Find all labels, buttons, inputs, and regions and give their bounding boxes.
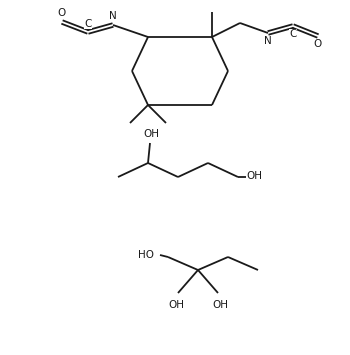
Text: OH: OH: [168, 300, 184, 310]
Text: OH: OH: [246, 171, 262, 181]
Text: OH: OH: [143, 129, 159, 139]
Text: OH: OH: [212, 300, 228, 310]
Text: O: O: [58, 8, 66, 18]
Text: HO: HO: [138, 250, 154, 260]
Text: N: N: [264, 36, 272, 46]
Text: N: N: [109, 11, 117, 21]
Text: O: O: [314, 39, 322, 49]
Text: C: C: [84, 19, 92, 29]
Text: C: C: [289, 29, 297, 39]
